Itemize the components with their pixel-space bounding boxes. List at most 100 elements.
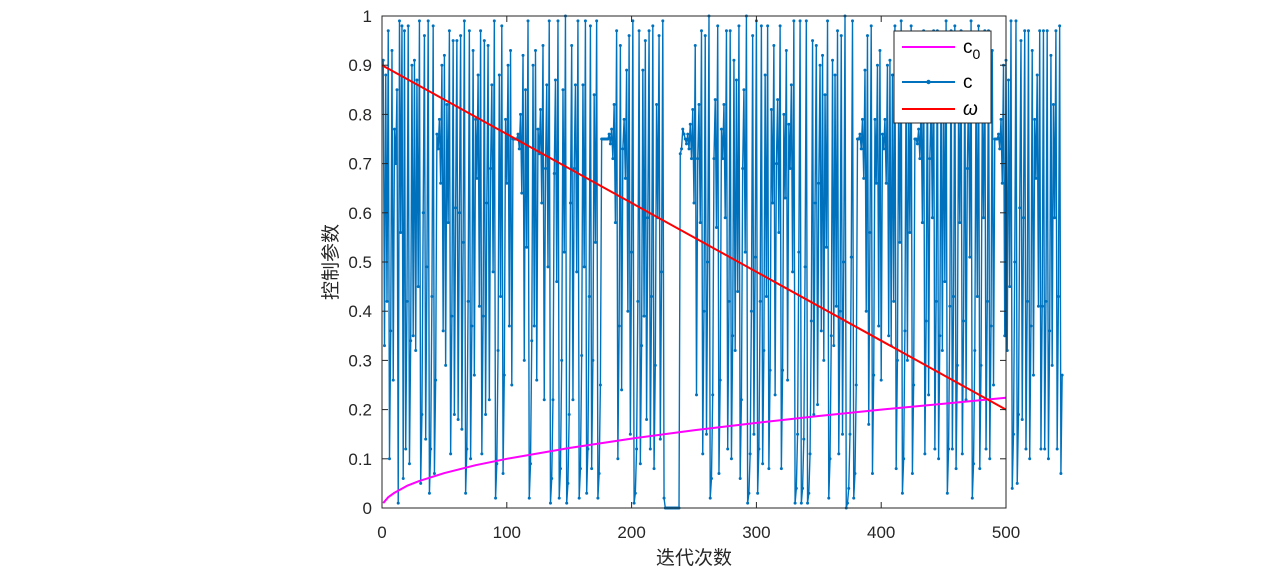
data-point	[751, 34, 755, 38]
data-point	[924, 319, 928, 323]
data-point	[965, 167, 969, 171]
axis-ticks: 0 100 200 300 400 500 0 0.1 0.2 0.3 0.4 0.5 0.6 0.7 0.…	[348, 7, 1020, 542]
data-point	[847, 486, 851, 490]
data-point	[611, 157, 615, 161]
data-point	[973, 349, 977, 353]
data-point	[879, 378, 883, 382]
y-tick-label: 0.1	[348, 450, 372, 469]
data-point	[395, 88, 399, 92]
data-point	[426, 19, 430, 23]
data-point	[452, 413, 456, 417]
data-point	[990, 48, 994, 52]
data-point	[738, 476, 742, 480]
data-point	[525, 245, 529, 249]
data-point	[824, 245, 828, 249]
data-point	[748, 452, 752, 456]
data-point	[736, 290, 740, 294]
data-point	[870, 472, 874, 476]
data-point	[874, 181, 878, 185]
data-point	[819, 329, 823, 333]
data-point	[954, 467, 958, 471]
data-point	[813, 201, 817, 205]
data-point	[1028, 457, 1032, 461]
data-point	[950, 447, 954, 451]
data-point	[419, 481, 423, 485]
data-point	[952, 294, 956, 298]
data-point	[851, 19, 854, 23]
data-point	[892, 299, 896, 303]
data-point	[718, 378, 722, 382]
series-omega-line	[381, 64, 1007, 411]
data-point	[536, 127, 540, 131]
data-point	[1056, 294, 1060, 298]
data-point	[822, 358, 826, 362]
data-point	[504, 117, 508, 121]
data-point	[1055, 447, 1059, 451]
data-point	[390, 48, 394, 52]
data-point	[802, 437, 806, 441]
data-point	[436, 147, 440, 151]
data-point	[1035, 73, 1039, 77]
y-tick-label: 0.6	[348, 204, 372, 223]
data-point	[701, 452, 705, 456]
data-point	[711, 393, 715, 397]
data-point	[776, 98, 780, 102]
data-point	[466, 299, 470, 303]
x-axis-label: 迭代次数	[656, 547, 732, 569]
data-point	[507, 324, 511, 328]
data-point	[849, 255, 853, 259]
data-point	[683, 137, 687, 141]
data-point	[492, 19, 496, 23]
data-point	[909, 24, 913, 28]
y-tick-label: 0	[363, 499, 372, 518]
data-point	[612, 103, 616, 107]
data-point	[650, 294, 654, 298]
data-point	[821, 53, 825, 57]
data-point	[623, 176, 627, 180]
data-point	[940, 349, 944, 353]
data-point	[1049, 53, 1053, 57]
data-point	[474, 117, 478, 121]
data-point	[788, 167, 792, 171]
data-point	[1050, 363, 1054, 367]
data-point	[383, 344, 386, 348]
data-point	[558, 467, 562, 471]
data-point	[918, 157, 922, 161]
series-layer	[381, 14, 1064, 510]
data-point	[411, 334, 415, 338]
data-point	[778, 24, 782, 28]
legend-label-omega: ω	[963, 99, 978, 120]
data-point	[890, 73, 894, 77]
data-point	[883, 117, 887, 121]
data-point	[417, 19, 421, 23]
data-point	[900, 491, 904, 495]
data-point	[928, 157, 932, 161]
data-point	[470, 324, 474, 328]
data-point	[560, 358, 564, 362]
data-point	[570, 44, 574, 48]
data-point	[1009, 19, 1013, 23]
data-point	[583, 19, 587, 23]
data-point	[1024, 447, 1028, 451]
data-point	[384, 73, 388, 77]
data-point	[516, 132, 520, 136]
data-point	[485, 201, 489, 205]
data-point	[547, 19, 551, 23]
data-point	[862, 176, 866, 180]
data-point	[877, 324, 881, 328]
data-point	[841, 432, 845, 436]
data-point	[509, 48, 513, 52]
data-point	[1018, 206, 1022, 210]
data-point	[742, 88, 746, 92]
data-point	[391, 378, 395, 382]
data-point	[517, 147, 521, 151]
data-point	[627, 34, 631, 38]
data-point	[799, 501, 803, 505]
y-tick-label: 0.9	[348, 56, 372, 75]
data-point	[783, 196, 787, 200]
data-point	[412, 58, 416, 62]
data-point	[864, 309, 868, 313]
data-point	[1023, 29, 1027, 33]
data-point	[484, 413, 488, 417]
x-tick-label: 300	[742, 523, 770, 542]
